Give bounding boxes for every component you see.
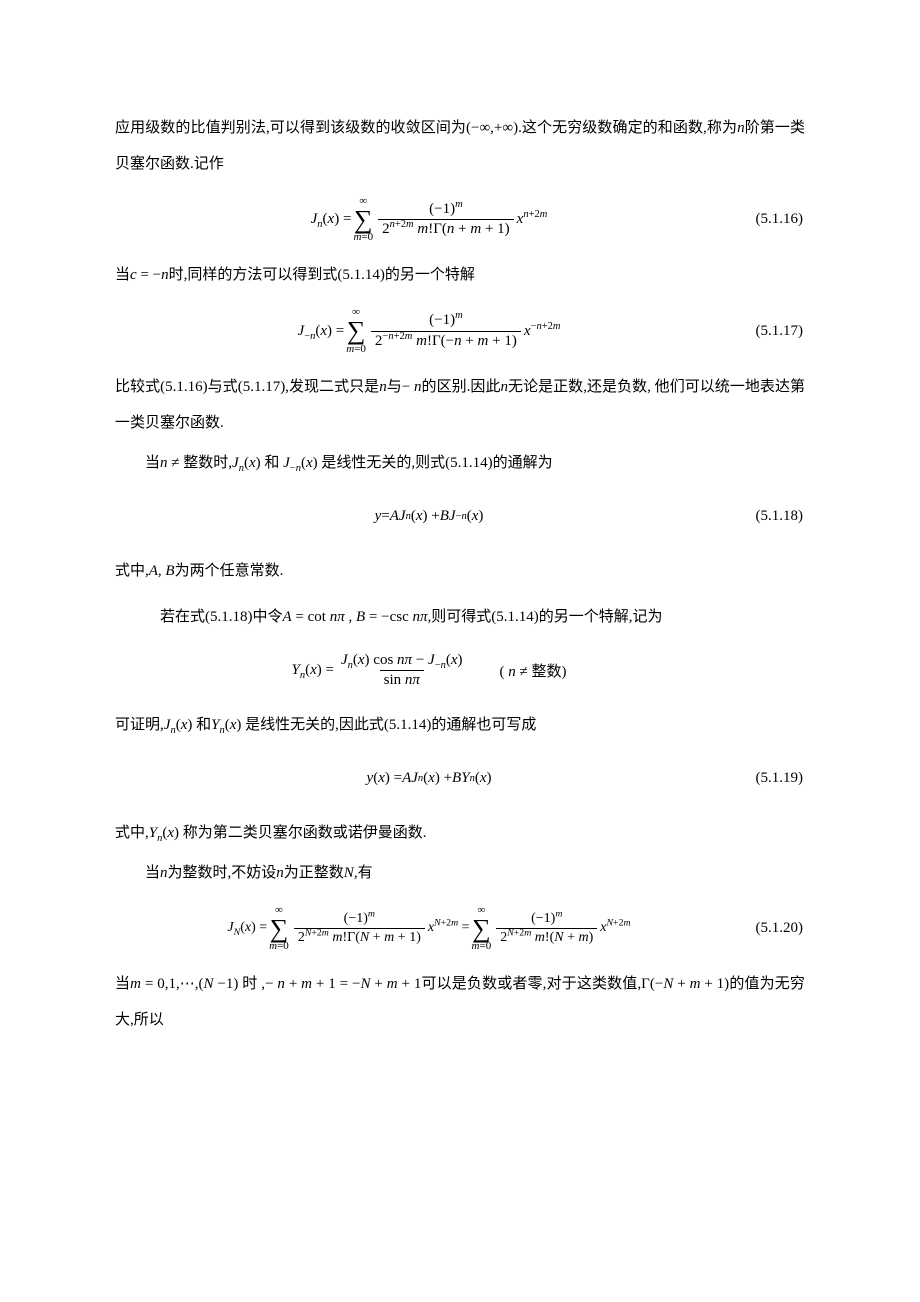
equation-body: Yn(x) = Jn(x) cos nπ − J−n(x) sin nπ ( n… (115, 652, 743, 690)
text: .这个无穷级数确定的和函数,称为 (518, 120, 737, 136)
equation-number: (5.1.16) (743, 211, 805, 228)
text: 整数时, (183, 455, 232, 471)
var-n: n (379, 379, 387, 395)
text: 为两个任意常数. (175, 563, 284, 579)
paragraph-3: 比较式(5.1.16)与式(5.1.17),发现二式只是n与− n的区别.因此n… (115, 369, 805, 441)
text: 与 (387, 379, 402, 395)
text: A = cot nπ , B = −csc nπ (283, 609, 428, 625)
equation-number: (5.1.18) (743, 508, 805, 525)
equation-body: J−n(x) = ∞ ∑ m=0 (−1)m 2−n+2m m!Γ(−n + m… (115, 307, 743, 354)
var-N: N (344, 865, 354, 881)
text: 式中, (115, 825, 149, 841)
text: 和 (264, 455, 279, 471)
var-n: n (501, 379, 509, 395)
text: c = −n (130, 267, 169, 283)
text: 是线性无关的,因此式(5.1.14)的通解也可写成 (245, 717, 536, 733)
paragraph-1: 应用级数的比值判别法,可以得到该级数的收敛区间为(−∞,+∞).这个无穷级数确定… (115, 110, 805, 182)
var-n: n (160, 865, 168, 881)
equation-5-1-18: y = AJn(x) + BJ−n(x) (5.1.18) (115, 495, 805, 539)
paragraph-2: 当c = −n时,同样的方法可以得到式(5.1.14)的另一个特解 (115, 257, 805, 293)
equation-5-1-19: y(x) = AJn(x) + BYn(x) (5.1.19) (115, 757, 805, 801)
equation-5-1-17: J−n(x) = ∞ ∑ m=0 (−1)m 2−n+2m m!Γ(−n + m… (115, 307, 805, 354)
text: 当 (115, 976, 130, 992)
equation-body: y = AJn(x) + BJ−n(x) (115, 508, 743, 525)
text: Jn(x) (164, 717, 196, 733)
equation-Yn: Yn(x) = Jn(x) cos nπ − J−n(x) sin nπ ( n… (115, 649, 805, 693)
equation-number: (5.1.19) (743, 770, 805, 787)
text: 时,同样的方法可以得到式(5.1.14)的另一个特解 (169, 267, 475, 283)
text: 当 (145, 455, 160, 471)
text: 称为第二类贝塞尔函数或诺伊曼函数. (183, 825, 427, 841)
text: 当 (115, 267, 130, 283)
text: Yn(x) (211, 717, 245, 733)
text: 比较式(5.1.16)与式(5.1.17),发现二式只是 (115, 379, 379, 395)
text: (−∞,+∞) (466, 120, 518, 136)
equation-5-1-16: Jn(x) = ∞ ∑ m=0 (−1)m 2n+2m m!Γ(n + m + … (115, 196, 805, 243)
text: 式中, (115, 563, 149, 579)
equation-body: y(x) = AJn(x) + BYn(x) (115, 770, 743, 787)
text: 若在式(5.1.18)中令 (145, 609, 283, 625)
text: Jn(x) (232, 455, 264, 471)
paragraph-5: 式中,A, B为两个任意常数. (115, 553, 805, 589)
equation-number: (5.1.17) (743, 323, 805, 340)
text: m = 0,1,⋯,(N −1) (130, 976, 242, 992)
equation-5-1-20: JN(x) = ∞ ∑ m=0 (−1)m 2N+2m m!Γ(N + m + … (115, 905, 805, 952)
equation-body: JN(x) = ∞ ∑ m=0 (−1)m 2N+2m m!Γ(N + m + … (115, 905, 743, 952)
text: 可证明, (115, 717, 164, 733)
paragraph-7: 可证明,Jn(x) 和Yn(x) 是线性无关的,因此式(5.1.14)的通解也可… (115, 707, 805, 743)
text: − n + m + 1 = −N + m + 1 (265, 976, 421, 992)
text: − n (402, 379, 422, 395)
text: Yn(x) (149, 825, 183, 841)
text: 为正整数 (284, 865, 344, 881)
equation-number: (5.1.20) (743, 920, 805, 937)
text: 是线性无关的,则式(5.1.14)的通解为 (321, 455, 552, 471)
paragraph-6: 若在式(5.1.18)中令A = cot nπ , B = −csc nπ,则可… (115, 599, 805, 635)
paragraph-10: 当m = 0,1,⋯,(N −1) 时 ,− n + m + 1 = −N + … (115, 966, 805, 1038)
paragraph-8: 式中,Yn(x) 称为第二类贝塞尔函数或诺伊曼函数. (115, 815, 805, 851)
text: 应用级数的比值判别法,可以得到该级数的收敛区间为 (115, 120, 466, 136)
text: 和 (196, 717, 211, 733)
text: J−n(x) (279, 455, 321, 471)
text: 时 , (242, 976, 265, 992)
text: ,则可得式(5.1.14)的另一个特解,记为 (428, 609, 663, 625)
var-n: n (276, 865, 284, 881)
equation-body: Jn(x) = ∞ ∑ m=0 (−1)m 2n+2m m!Γ(n + m + … (115, 196, 743, 243)
paragraph-4: 当n ≠ 整数时,Jn(x) 和 J−n(x) 是线性无关的,则式(5.1.14… (115, 445, 805, 481)
paragraph-9: 当n为整数时,不妨设n为正整数N,有 (115, 855, 805, 891)
text: n ≠ (160, 455, 183, 471)
text: 的区别.因此 (422, 379, 501, 395)
text: 为整数时,不妨设 (168, 865, 277, 881)
document-page: 应用级数的比值判别法,可以得到该级数的收敛区间为(−∞,+∞).这个无穷级数确定… (0, 0, 920, 1302)
text: A, B (149, 563, 175, 579)
text: ,有 (354, 865, 373, 881)
text: 可以是负数或者零,对于这类数值, (421, 976, 641, 992)
text: 当 (145, 865, 160, 881)
text: Γ(−N + m + 1) (641, 976, 729, 992)
var-n: n (737, 120, 745, 136)
